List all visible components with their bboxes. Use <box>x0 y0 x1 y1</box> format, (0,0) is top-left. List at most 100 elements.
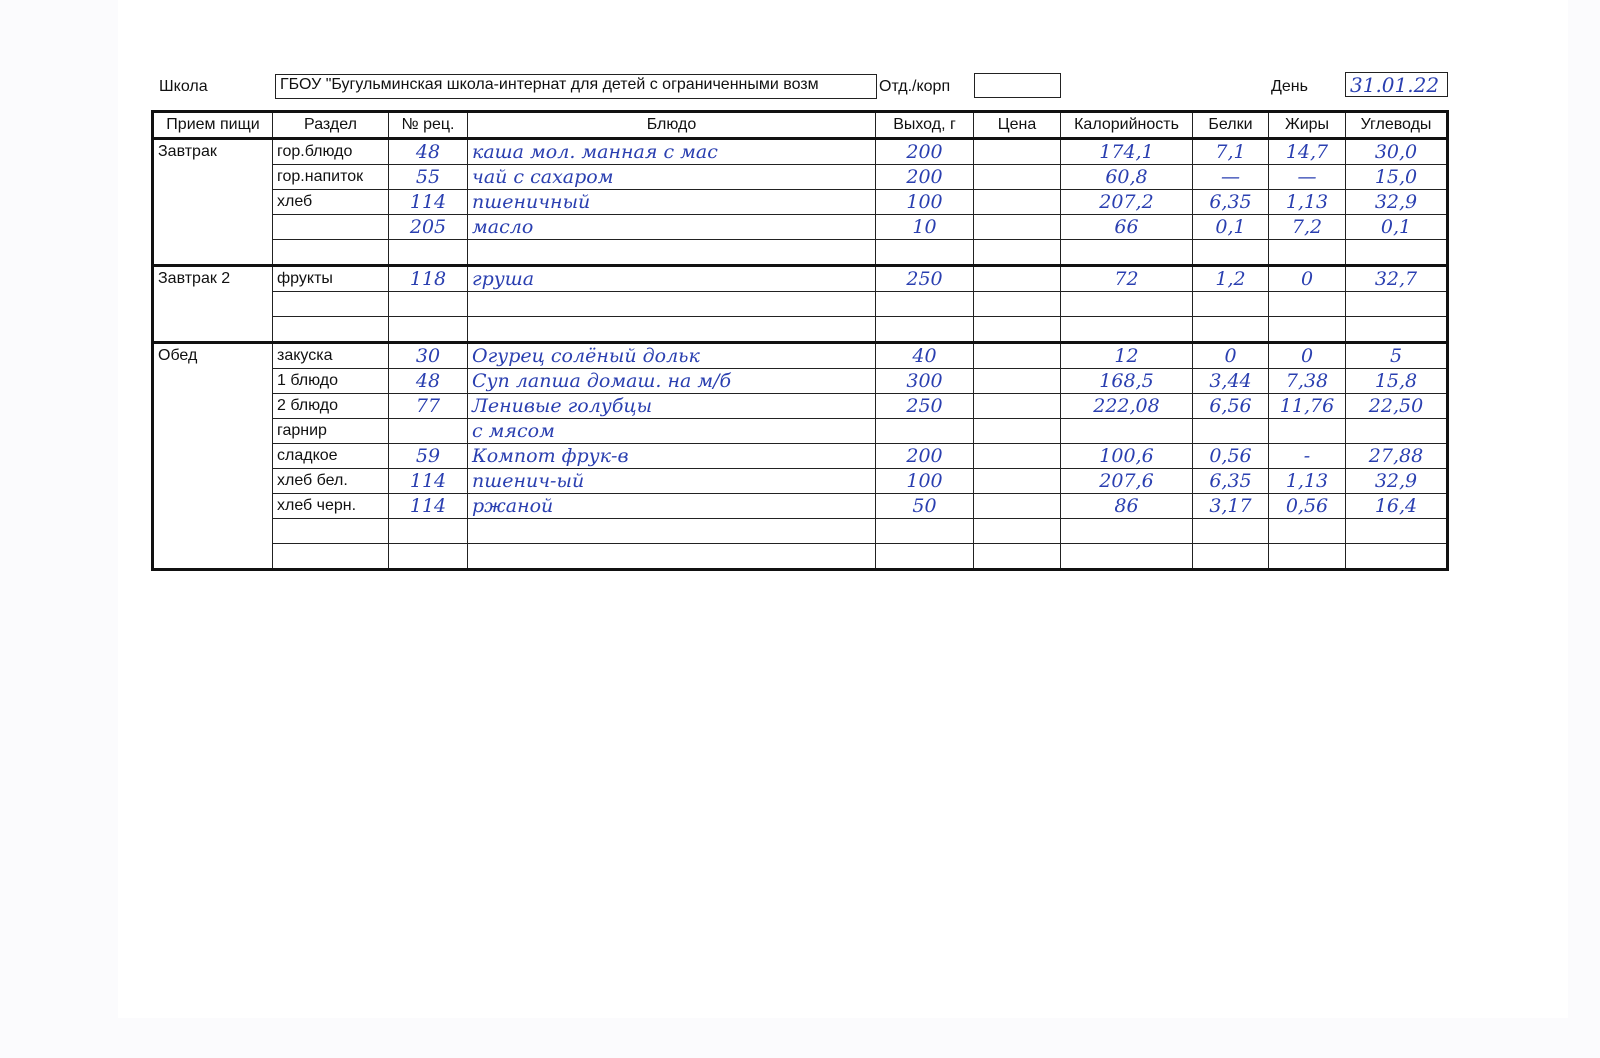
cell-carbs: 30,0 <box>1345 138 1448 165</box>
cell-recipe: 205 <box>388 214 468 240</box>
cell-kcal <box>1060 518 1193 544</box>
cell-fat: — <box>1268 164 1346 190</box>
cell-yield: 200 <box>875 164 974 190</box>
cell-dish: чай с сахаром <box>467 164 876 190</box>
cell-price <box>973 393 1061 419</box>
table-row: 205 масло 10 66 0,1 7,2 0,1 <box>153 214 1448 240</box>
cell-carbs: 15,0 <box>1345 164 1448 190</box>
cell-recipe <box>388 316 468 344</box>
table-row <box>153 239 1448 267</box>
cell-recipe: 114 <box>388 189 468 215</box>
cell-price <box>973 468 1061 494</box>
cell-kcal: 222,08 <box>1060 393 1193 419</box>
cell-recipe: 77 <box>388 393 468 419</box>
cell-yield <box>875 418 974 444</box>
column-header: Раздел <box>272 111 389 140</box>
cell-protein: 6,35 <box>1192 468 1269 494</box>
cell-price <box>973 443 1061 469</box>
cell-yield: 100 <box>875 468 974 494</box>
cell-kcal: 12 <box>1060 342 1193 369</box>
cell-carbs: 32,9 <box>1345 468 1448 494</box>
cell-dish: груша <box>467 265 876 292</box>
table-row: гор.напиток 55 чай с сахаром 200 60,8— —15,0 <box>153 164 1448 190</box>
cell-yield <box>875 518 974 544</box>
cell-protein <box>1192 543 1269 571</box>
table-row <box>153 316 1448 344</box>
cell-yield: 200 <box>875 138 974 165</box>
cell-kcal <box>1060 316 1193 344</box>
day-label: День <box>1271 78 1308 95</box>
cell-carbs <box>1345 291 1448 317</box>
cell-fat: 11,76 <box>1268 393 1346 419</box>
cell-recipe <box>388 543 468 571</box>
cell-carbs <box>1345 518 1448 544</box>
meal-name: Завтрак 2 <box>152 265 273 344</box>
column-header: Жиры <box>1268 111 1346 140</box>
table-row <box>153 518 1448 544</box>
cell-price <box>973 265 1061 292</box>
column-header: Цена <box>973 111 1061 140</box>
cell-section: фрукты <box>272 265 389 292</box>
column-header: Калорийность <box>1060 111 1193 140</box>
cell-section <box>272 543 389 571</box>
cell-protein: 3,17 <box>1192 493 1269 519</box>
cell-kcal <box>1060 239 1193 267</box>
cell-price <box>973 189 1061 215</box>
cell-fat <box>1268 418 1346 444</box>
cell-protein: 6,35 <box>1192 189 1269 215</box>
cell-carbs: 16,4 <box>1345 493 1448 519</box>
cell-recipe: 48 <box>388 138 468 165</box>
table-row: Завтрак 2 фрукты 118 груша 250 72 1,2 0 32,7 <box>152 265 1448 344</box>
cell-carbs: 0,1 <box>1345 214 1448 240</box>
menu-table: Прием пищи Раздел № рец. Блюдо Выход, г Цена К… <box>151 110 1449 571</box>
cell-section: 2 блюдо <box>272 393 389 419</box>
cell-fat: 0 <box>1268 342 1346 369</box>
cell-price <box>973 164 1061 190</box>
cell-protein: 0,1 <box>1192 214 1269 240</box>
column-header: Углеводы <box>1345 111 1448 140</box>
cell-price <box>973 418 1061 444</box>
cell-dish: каша мол. манная с мас <box>467 138 876 165</box>
cell-kcal: 174,1 <box>1060 138 1193 165</box>
cell-dish: масло <box>467 214 876 240</box>
cell-section: закуска <box>272 342 389 369</box>
cell-yield <box>875 291 974 317</box>
cell-dish: с мясом <box>467 418 876 444</box>
cell-section <box>272 239 389 267</box>
cell-carbs: 32,7 <box>1345 265 1448 292</box>
cell-carbs: 22,50 <box>1345 393 1448 419</box>
cell-section: хлеб <box>272 189 389 215</box>
cell-dish <box>467 543 876 571</box>
cell-protein: 3,44 <box>1192 368 1269 394</box>
cell-price <box>973 493 1061 519</box>
cell-dish <box>467 316 876 344</box>
cell-kcal: 207,6 <box>1060 468 1193 494</box>
cell-yield <box>875 543 974 571</box>
school-field: ГБОУ "Бугульминская школа-интернат для д… <box>275 74 877 99</box>
cell-fat <box>1268 518 1346 544</box>
cell-price <box>973 368 1061 394</box>
table-row: 2 блюдо 77 Ленивые голубцы 250 222,08 6,56 11,… <box>153 393 1448 419</box>
cell-kcal: 100,6 <box>1060 443 1193 469</box>
cell-price <box>973 316 1061 344</box>
cell-kcal <box>1060 418 1193 444</box>
cell-carbs <box>1345 239 1448 267</box>
cell-recipe: 59 <box>388 443 468 469</box>
cell-yield: 10 <box>875 214 974 240</box>
cell-yield: 250 <box>875 393 974 419</box>
cell-kcal <box>1060 543 1193 571</box>
cell-dish: Ленивые голубцы <box>467 393 876 419</box>
cell-yield: 50 <box>875 493 974 519</box>
cell-recipe: 30 <box>388 342 468 369</box>
table-row: хлеб черн. 114 ржаной 50 86 3,17 0,56 16,4 <box>153 493 1448 519</box>
cell-section <box>272 291 389 317</box>
cell-kcal: 168,5 <box>1060 368 1193 394</box>
table-row <box>153 291 1448 317</box>
cell-price <box>973 518 1061 544</box>
cell-fat <box>1268 239 1346 267</box>
cell-fat: 14,7 <box>1268 138 1346 165</box>
column-header: Выход, г <box>875 111 974 140</box>
cell-carbs <box>1345 418 1448 444</box>
table-row: Обед закуска 30 Огурец солёный дольк 40 12 0 0 5 <box>152 342 1448 571</box>
cell-fat: 1,13 <box>1268 468 1346 494</box>
